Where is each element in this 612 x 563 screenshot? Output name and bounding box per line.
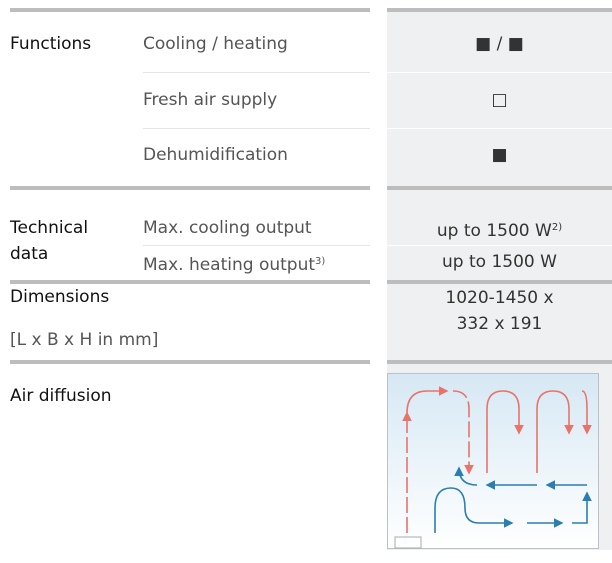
feature: Max. heating output3) <box>143 251 325 276</box>
feature-text: Max. heating output <box>143 255 315 275</box>
sublabel: [L x B x H in mm] <box>10 329 158 351</box>
value: □ <box>387 89 612 111</box>
feature: Dehumidification <box>143 144 288 166</box>
section-label: Functions <box>10 33 91 55</box>
feature: Fresh air supply <box>143 89 277 111</box>
row-divider <box>387 245 612 246</box>
value: up to 1500 W2) <box>387 217 612 242</box>
value-text: up to 1500 W <box>437 221 552 241</box>
value: 332 x 191 <box>387 313 612 335</box>
row-divider <box>387 128 612 129</box>
feature: Cooling / heating <box>143 33 288 55</box>
footnote: 2) <box>552 222 562 233</box>
separator <box>387 280 612 284</box>
air-diffusion-diagram <box>387 373 599 549</box>
section-label: Dimensions <box>10 286 109 308</box>
footnote: 3) <box>315 256 325 267</box>
value: ■ <box>387 144 612 166</box>
row-divider <box>143 128 370 129</box>
value: 1020-1450 x <box>387 287 612 309</box>
row-divider <box>143 245 370 246</box>
feature: Max. cooling output <box>143 217 312 239</box>
separator <box>10 360 370 364</box>
value: ■ / ■ <box>387 33 612 55</box>
separator <box>10 280 370 284</box>
unit <box>395 537 421 548</box>
section-label: Air diffusion <box>10 385 112 407</box>
separator <box>387 8 612 12</box>
separator <box>387 360 612 364</box>
value: up to 1500 W <box>387 251 612 273</box>
separator <box>10 8 370 12</box>
separator <box>387 186 612 190</box>
section-label: Technical data <box>10 215 130 267</box>
row-divider <box>387 72 612 73</box>
separator <box>10 186 370 190</box>
spec-table: Functions Cooling / heating ■ / ■ Fresh … <box>0 0 612 563</box>
row-divider <box>143 72 370 73</box>
